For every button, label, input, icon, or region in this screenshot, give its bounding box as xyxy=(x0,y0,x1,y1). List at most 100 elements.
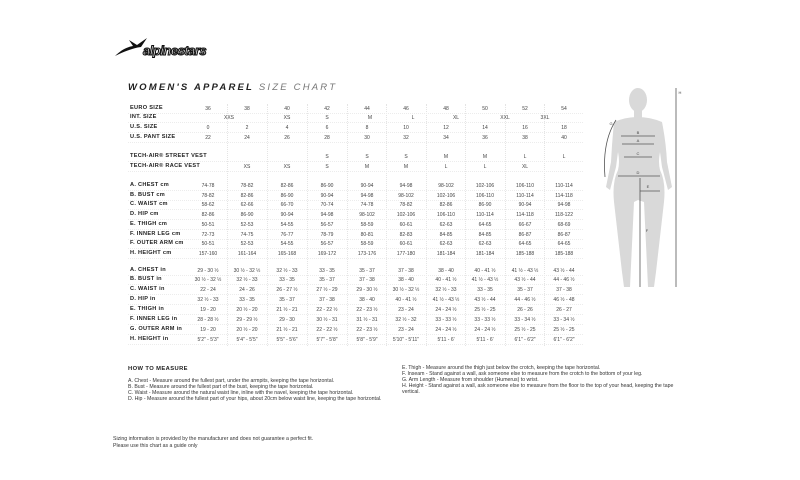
row-label: TECH-AIR® STREET VEST xyxy=(130,153,207,159)
row-divider xyxy=(128,142,583,143)
column-divider xyxy=(544,104,545,346)
table-cell: 0 xyxy=(206,124,210,131)
table-cell: XS xyxy=(283,163,291,170)
table-cell: 33 - 35 xyxy=(279,276,295,283)
table-cell: 41 ½ - 43 ½ xyxy=(511,267,539,274)
table-cell: 6 xyxy=(325,124,329,131)
row-label: F. INNER LEG cm xyxy=(130,231,181,237)
table-cell: 50 xyxy=(482,105,488,112)
table-cell: 37 - 38 xyxy=(556,286,572,293)
table-cell: 22 xyxy=(205,134,211,141)
table-cell: 25 ½ - 25 xyxy=(474,306,496,313)
row-divider xyxy=(128,344,583,345)
row-divider xyxy=(128,304,583,305)
table-cell: 24 - 24 ½ xyxy=(435,306,457,313)
table-cell: 82-86 xyxy=(240,192,254,199)
note-hip: D. Hip - Measure around the fullest part… xyxy=(128,396,382,402)
table-cell: 36 xyxy=(205,105,211,112)
table-cell: L xyxy=(483,163,487,170)
table-cell: 177-180 xyxy=(396,250,416,257)
label-b: B xyxy=(637,130,640,135)
row-divider xyxy=(128,190,583,191)
table-cell: 2 xyxy=(245,124,249,131)
table-cell: 86-90 xyxy=(478,201,492,208)
table-cell: 86-87 xyxy=(557,231,571,238)
row-label: B. BUST cm xyxy=(130,192,166,198)
table-cell: 43 ½ - 44 xyxy=(553,267,575,274)
table-cell: L xyxy=(444,163,448,170)
row-divider xyxy=(128,239,583,240)
column-divider xyxy=(386,104,387,346)
table-cell: 21 ½ - 21 xyxy=(276,326,298,333)
table-cell: 35 - 37 xyxy=(319,276,335,283)
table-cell: 24 - 26 xyxy=(239,286,255,293)
table-cell: 181-184 xyxy=(436,250,456,257)
table-cell: 32 ½ - 33 xyxy=(435,286,457,293)
table-cell: 62-63 xyxy=(439,240,453,247)
label-h: H xyxy=(679,90,682,95)
table-cell: 74-78 xyxy=(201,182,215,189)
table-cell: 157-160 xyxy=(198,250,218,257)
table-cell: L xyxy=(562,153,566,160)
table-cell: 34 xyxy=(443,134,449,141)
label-a: A xyxy=(637,138,640,143)
table-cell: 110-114 xyxy=(555,182,573,189)
table-cell: 62-63 xyxy=(439,221,453,228)
table-cell: 24 - 24 ½ xyxy=(435,326,457,333)
table-cell: 33 - 34 ½ xyxy=(514,316,536,323)
table-cell: 98-102 xyxy=(398,192,414,199)
table-cell: L xyxy=(411,114,415,121)
note-height-cont: vertical. xyxy=(402,389,420,395)
table-cell: 74-75 xyxy=(240,231,254,238)
table-cell: 68-69 xyxy=(557,221,571,228)
table-cell: 43 ½ - 44 xyxy=(474,296,496,303)
table-cell: 38 - 40 xyxy=(359,296,375,303)
row-label: G. OUTER ARM in xyxy=(130,326,183,332)
label-c: C xyxy=(637,151,640,156)
table-cell: 20 ½ - 20 xyxy=(236,306,258,313)
label-g: G xyxy=(609,121,612,126)
column-divider xyxy=(505,104,506,346)
table-cell: 35 - 37 xyxy=(517,286,533,293)
row-label: U.S. PANT SIZE xyxy=(130,134,176,140)
row-label: D. HIP in xyxy=(130,296,156,302)
table-cell: 106-110 xyxy=(437,211,455,218)
row-divider xyxy=(128,161,583,162)
table-cell: 60-61 xyxy=(399,240,413,247)
table-cell: 50-51 xyxy=(201,221,215,228)
table-cell: 29 - 29 ½ xyxy=(236,316,258,323)
table-cell: 102-106 xyxy=(396,211,416,218)
table-cell: 58-59 xyxy=(360,240,374,247)
row-divider xyxy=(128,219,583,220)
table-cell: 58-59 xyxy=(360,221,374,228)
table-cell: 25 ½ - 25 xyxy=(553,326,575,333)
note-inseam: F. Inseam - Stand against a wall, ask so… xyxy=(402,371,643,377)
table-cell: 29 - 30 ½ xyxy=(356,286,378,293)
table-cell: 44 - 46 ½ xyxy=(514,296,536,303)
table-cell: 66-70 xyxy=(280,201,294,208)
table-cell: S xyxy=(325,114,329,121)
table-cell: 26 - 27 xyxy=(556,306,572,313)
row-label: D. HIP cm xyxy=(130,211,159,217)
table-cell: 32 ½ - 32 xyxy=(395,316,417,323)
table-cell: 43 ½ - 44 xyxy=(514,276,536,283)
table-cell: 38 xyxy=(522,134,528,141)
table-cell: 62-66 xyxy=(240,201,254,208)
column-divider xyxy=(307,104,308,346)
disclaimer: Sizing information is provided by the ma… xyxy=(113,436,313,450)
row-divider xyxy=(128,171,583,172)
table-cell: 37 - 38 xyxy=(359,276,375,283)
table-cell: 22 - 23 ½ xyxy=(356,306,378,313)
table-cell: 84-85 xyxy=(478,231,492,238)
table-cell: 64-65 xyxy=(518,240,532,247)
row-label: H. HEIGHT in xyxy=(130,336,169,342)
table-cell: 22 - 22 ½ xyxy=(316,326,338,333)
note-bust: B. Bust - Measure around the fullest par… xyxy=(128,384,314,390)
table-cell: 98-102 xyxy=(359,211,375,218)
table-cell: 102-106 xyxy=(475,182,495,189)
table-cell: 90-94 xyxy=(518,201,532,208)
table-cell: 110-114 xyxy=(476,211,494,218)
table-cell: 32 ½ - 33 xyxy=(197,296,219,303)
table-cell: 33 - 33 ½ xyxy=(474,316,496,323)
row-label: E. THIGH cm xyxy=(130,221,168,227)
